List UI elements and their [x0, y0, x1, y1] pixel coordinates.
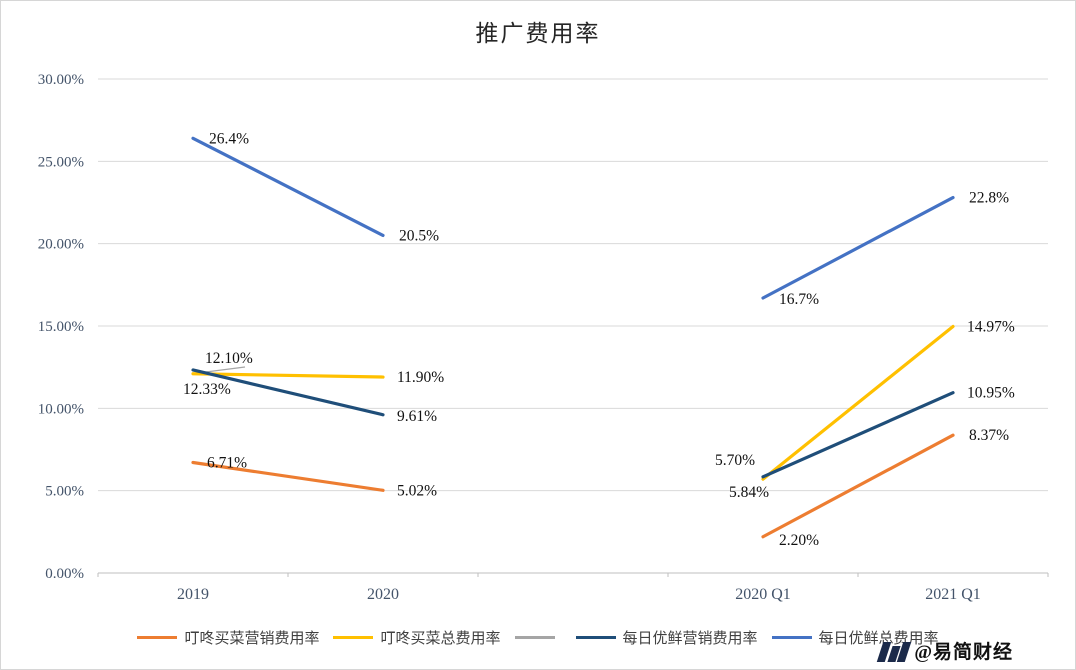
y-tick-label: 0.00%	[45, 566, 84, 582]
legend-label: 每日优鲜营销费用率	[622, 630, 758, 647]
y-tick-label: 5.00%	[45, 484, 84, 500]
legend-line-swatch	[333, 635, 374, 639]
chart-title: 推广费用率	[475, 21, 601, 46]
y-tick-label: 10.00%	[38, 401, 84, 417]
y-tick-label: 25.00%	[38, 154, 84, 170]
data-label: 11.90%	[397, 369, 444, 386]
x-category-label: 2020 Q1	[735, 586, 791, 603]
series-line	[761, 324, 955, 481]
legend-line-swatch	[514, 635, 555, 639]
legend-item: 叮咚买菜总费用率	[333, 627, 501, 648]
legend-line-swatch	[137, 635, 178, 639]
data-label: 5.70%	[715, 452, 755, 469]
data-label: 2.20%	[779, 532, 819, 549]
series-line	[191, 372, 385, 379]
y-tick-label: 30.00%	[38, 72, 84, 88]
data-label: 8.37%	[969, 427, 1009, 444]
series-line	[761, 195, 955, 300]
y-tick-label: 20.00%	[38, 237, 84, 253]
legend-line-swatch	[575, 635, 616, 639]
data-label: 14.97%	[967, 318, 1015, 335]
legend-label: 叮咚买菜总费用率	[380, 630, 501, 647]
x-category-label: 2019	[177, 586, 209, 603]
series-line	[761, 433, 955, 539]
legend-item: 叮咚买菜营销费用率	[137, 627, 319, 648]
watermark-handle: @易简财经	[914, 642, 1013, 663]
watermark: @易简财经	[877, 637, 1013, 664]
data-label: 26.4%	[209, 130, 249, 147]
data-label: 22.8%	[969, 190, 1009, 207]
legend-item	[514, 635, 562, 639]
x-category-label: 2021 Q1	[925, 586, 981, 603]
legend-item: 每日优鲜营销费用率	[575, 627, 758, 648]
legend: 叮咚买菜营销费用率 叮咚买菜总费用率 每日优鲜营销费用率 每日优鲜总费用率	[1, 625, 1075, 649]
series-line	[191, 368, 385, 417]
data-label: 20.5%	[399, 227, 439, 244]
y-tick-label: 15.00%	[38, 319, 84, 335]
watermark-logo-icon	[877, 642, 912, 664]
data-label: 16.7%	[779, 291, 819, 308]
series-line	[191, 136, 385, 238]
data-label: 12.10%	[205, 350, 253, 367]
legend-line-swatch	[771, 635, 812, 639]
series-line	[191, 460, 385, 492]
x-category-label: 2020	[367, 586, 399, 603]
legend-label: 叮咚买菜营销费用率	[184, 630, 320, 647]
data-label: 10.95%	[967, 385, 1015, 402]
data-label: 12.33%	[183, 381, 231, 398]
data-label: 5.84%	[729, 484, 769, 501]
data-label: 5.02%	[397, 482, 437, 499]
data-label: 9.61%	[397, 408, 437, 425]
data-label: 6.71%	[207, 455, 247, 472]
series-line	[761, 391, 955, 479]
